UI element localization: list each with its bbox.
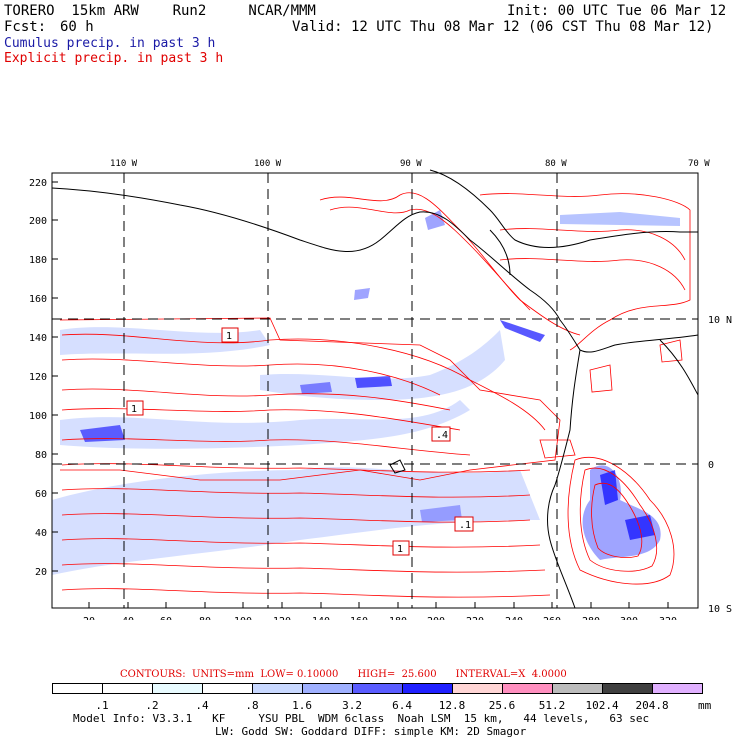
x-tick: 40: [122, 616, 134, 620]
forecast-label: Fcst:: [4, 19, 47, 35]
box-label-2: .4: [436, 430, 448, 441]
physics-info: LW: Godd SW: Goddard DIFF: simple KM: 2D…: [215, 725, 527, 738]
bottom-tick-labels: 20 40 60 80 100 120 140 160 180 200 220 …: [83, 616, 677, 620]
box-label-0: 1: [131, 404, 137, 415]
x-tick: 280: [582, 616, 600, 620]
y-tick: 120: [29, 372, 47, 383]
colorbar-swatch: [402, 683, 453, 694]
lon-label-90w: 90 W: [400, 159, 422, 169]
x-tick: 160: [350, 616, 368, 620]
box-label-1: 1: [226, 331, 232, 342]
x-tick: 220: [466, 616, 484, 620]
lon-label-110w: 110 W: [110, 159, 138, 169]
x-tick: 60: [160, 616, 172, 620]
lat-label-10n: 10 N: [708, 315, 732, 326]
precip-map: 1 1 .4 .1 1 110 W 100 W 90 W 80 W 70 W 2…: [29, 159, 732, 620]
init-time: Init: 00 UTC Tue 06 Mar 12: [507, 3, 727, 19]
y-tick: 140: [29, 333, 47, 344]
explicit-contours: [59, 192, 691, 598]
box-label-3: .1: [459, 520, 471, 531]
colorbar-label: .8: [245, 699, 259, 712]
colorbar-label: 6.4: [392, 699, 412, 712]
colorbar-swatch: [652, 683, 703, 694]
y-tick: 80: [35, 450, 47, 461]
x-tick: 320: [659, 616, 677, 620]
colorbar-swatch: [102, 683, 153, 694]
colorbar-swatch: [52, 683, 103, 694]
cumulus-legend-label: Cumulus precip. in past 3 h: [4, 36, 216, 51]
y-tick: 20: [35, 567, 47, 578]
colorbar-swatch: [602, 683, 653, 694]
contour-info: CONTOURS: UNITS=mm LOW= 0.10000 HIGH= 25…: [120, 669, 567, 680]
model-info: Model Info: V3.3.1 KF YSU PBL WDM 6class…: [73, 712, 650, 725]
model-title: TORERO 15km ARW Run2 NCAR/MMM: [4, 3, 316, 19]
x-tick: 180: [389, 616, 407, 620]
colorbar-label: 1.6: [292, 699, 312, 712]
lat-label-10s: 10 S: [708, 604, 732, 615]
box-label-4: 1: [397, 544, 403, 555]
colorbar-swatch: [352, 683, 403, 694]
x-tick: 20: [83, 616, 95, 620]
colorbar-unit: mm: [698, 699, 712, 712]
right-lat-labels: 10 N 0 10 S: [708, 315, 732, 615]
colorbar-swatch: [252, 683, 303, 694]
x-tick: 240: [505, 616, 523, 620]
top-lon-labels: 110 W 100 W 90 W 80 W 70 W: [110, 159, 710, 169]
y-tick: 180: [29, 255, 47, 266]
y-tick: 160: [29, 294, 47, 305]
x-tick: 120: [273, 616, 291, 620]
y-tick: 40: [35, 528, 47, 539]
colorbar-swatch: [502, 683, 553, 694]
x-tick: 260: [543, 616, 561, 620]
y-tick: 60: [35, 489, 47, 500]
colorbar-label: .2: [145, 699, 159, 712]
x-tick: 80: [199, 616, 211, 620]
lon-label-80w: 80 W: [545, 159, 567, 169]
x-tick: 200: [427, 616, 445, 620]
colorbar-swatch: [152, 683, 203, 694]
colorbar-swatch: [452, 683, 503, 694]
colorbar-label: 25.6: [488, 699, 516, 712]
x-tick: 140: [312, 616, 330, 620]
boxed-labels: [126, 327, 474, 556]
colorbar-label: .4: [195, 699, 209, 712]
x-tick: 300: [620, 616, 638, 620]
map-frame: [51, 172, 699, 609]
colorbar-label: 3.2: [342, 699, 362, 712]
left-ticks: [52, 181, 58, 572]
colorbar-swatch: [302, 683, 353, 694]
valid-time: Valid: 12 UTC Thu 08 Mar 12 (06 CST Thu …: [292, 19, 714, 35]
colorbar-label: 102.4: [585, 699, 619, 712]
bottom-ticks: [88, 602, 669, 608]
explicit-legend-label: Explicit precip. in past 3 h: [4, 51, 224, 66]
y-tick: 200: [29, 216, 47, 227]
colorbar-swatch: [202, 683, 253, 694]
forecast-hours: 60 h: [60, 19, 94, 35]
lat-label-0: 0: [708, 460, 714, 471]
graticule: [52, 173, 698, 608]
coastline: [51, 169, 699, 609]
boxed-label-text: 1 1 .4 .1 1: [131, 331, 471, 555]
lon-label-100w: 100 W: [254, 159, 282, 169]
colorbar-label: 51.2: [538, 699, 566, 712]
colorbar-label: 12.8: [438, 699, 466, 712]
colorbar-swatch: [552, 683, 603, 694]
y-tick: 220: [29, 178, 47, 189]
left-tick-labels: 220 200 180 160 140 120 100 80 60 40 20: [29, 178, 47, 578]
colorbar-label: .1: [95, 699, 109, 712]
lon-label-70w: 70 W: [688, 159, 710, 169]
y-tick: 100: [29, 411, 47, 422]
colorbar-label: 204.8: [635, 699, 669, 712]
x-tick: 100: [234, 616, 252, 620]
